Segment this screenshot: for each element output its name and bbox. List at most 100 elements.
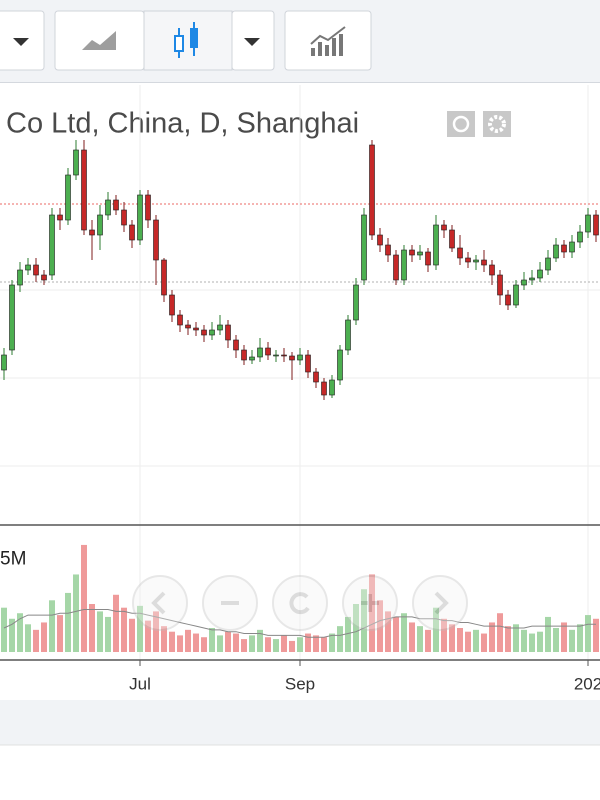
volume-bar bbox=[441, 618, 447, 652]
candle-body bbox=[529, 277, 535, 281]
volume-bar bbox=[33, 629, 39, 652]
volume-bar bbox=[417, 626, 423, 652]
volume-bar bbox=[105, 616, 111, 652]
volume-bar bbox=[65, 592, 71, 652]
volume-bar bbox=[345, 616, 351, 652]
volume-bar bbox=[161, 626, 167, 652]
dropdown-button[interactable] bbox=[0, 10, 45, 71]
candle-body bbox=[145, 194, 151, 221]
candle-body bbox=[201, 329, 207, 336]
volume-bar bbox=[97, 611, 103, 652]
candle-body bbox=[337, 349, 343, 381]
volume-bar bbox=[401, 613, 407, 652]
candle-body bbox=[1, 354, 7, 371]
volume-bar bbox=[449, 624, 455, 652]
volume-bar bbox=[153, 611, 159, 652]
candle-body bbox=[521, 279, 527, 286]
candle-body bbox=[593, 214, 599, 236]
volume-bar bbox=[169, 631, 175, 652]
candle-body bbox=[353, 284, 359, 321]
volume-bar bbox=[377, 600, 383, 652]
candle-body bbox=[65, 174, 71, 221]
volume-bar bbox=[129, 618, 135, 652]
volume-bar bbox=[425, 629, 431, 652]
volume-bar bbox=[297, 637, 303, 652]
candle-body bbox=[233, 339, 239, 351]
volume-bar bbox=[201, 637, 207, 652]
candle-body bbox=[225, 324, 231, 341]
candle-body bbox=[41, 274, 47, 281]
volume-bar bbox=[9, 618, 15, 652]
candle-body bbox=[9, 284, 15, 351]
volume-bar bbox=[489, 622, 495, 652]
volume-bar bbox=[289, 640, 295, 652]
candle-body bbox=[497, 274, 503, 296]
candle-body bbox=[569, 241, 575, 253]
candle-body bbox=[585, 214, 591, 233]
volume-bar bbox=[513, 624, 519, 652]
candle-body bbox=[377, 234, 383, 246]
candle-body bbox=[121, 209, 127, 226]
nav-circle bbox=[132, 575, 188, 631]
volume-bar bbox=[361, 589, 367, 652]
volume-bar bbox=[497, 613, 503, 652]
candle-button[interactable] bbox=[143, 10, 233, 71]
indicators-button[interactable] bbox=[284, 10, 372, 71]
nav-icon bbox=[289, 592, 310, 615]
candle-body bbox=[33, 264, 39, 276]
volume-bar bbox=[137, 605, 143, 652]
volume-bar bbox=[353, 604, 359, 652]
candle-body bbox=[449, 229, 455, 249]
candle-body bbox=[281, 354, 287, 357]
volume-bar bbox=[145, 620, 151, 652]
chart-type-dropdown[interactable] bbox=[231, 10, 275, 71]
volume-bar bbox=[17, 613, 23, 652]
volume-bar bbox=[537, 631, 543, 652]
volume-bar bbox=[209, 628, 215, 652]
volume-bar bbox=[57, 615, 63, 652]
candle-body bbox=[393, 254, 399, 281]
nav-circle bbox=[272, 575, 328, 631]
visibility-icon[interactable] bbox=[447, 111, 475, 137]
scroll-left[interactable] bbox=[132, 575, 188, 631]
candle-body bbox=[441, 224, 447, 231]
volume-bar bbox=[433, 607, 439, 652]
volume-bar bbox=[505, 626, 511, 652]
candle-body bbox=[97, 214, 103, 236]
candle-body bbox=[329, 379, 335, 396]
candle-body bbox=[545, 257, 551, 271]
candle-body bbox=[297, 354, 303, 361]
volume-bar bbox=[185, 629, 191, 652]
x-tick-label: 202 bbox=[574, 674, 600, 693]
line-chart-button[interactable] bbox=[54, 10, 145, 71]
candle-body bbox=[385, 244, 391, 256]
volume-bar bbox=[473, 629, 479, 652]
x-tick-label: Jul bbox=[129, 674, 151, 693]
volume-bar bbox=[121, 607, 127, 652]
settings-icon[interactable] bbox=[483, 111, 511, 137]
candle-body bbox=[561, 244, 567, 253]
volume-bar bbox=[369, 574, 375, 652]
icon-body bbox=[174, 35, 184, 52]
volume-bar bbox=[177, 635, 183, 652]
volume-bar bbox=[25, 624, 31, 652]
volume-bar bbox=[561, 622, 567, 652]
reset[interactable] bbox=[272, 575, 328, 631]
scroll-right[interactable] bbox=[412, 575, 468, 631]
zoom-out[interactable] bbox=[202, 575, 258, 631]
candle-body bbox=[489, 264, 495, 276]
candle-body bbox=[417, 251, 423, 256]
volume-bar bbox=[89, 604, 95, 652]
volume-bar bbox=[529, 633, 535, 652]
volume-bar bbox=[577, 624, 583, 652]
volume-bar bbox=[521, 629, 527, 652]
volume-bar bbox=[409, 622, 415, 652]
volume-bar bbox=[393, 616, 399, 652]
candle-body bbox=[273, 354, 279, 357]
candle-body bbox=[249, 356, 255, 361]
zoom-in[interactable] bbox=[342, 575, 398, 631]
volume-bar bbox=[321, 637, 327, 652]
candle-body bbox=[241, 349, 247, 361]
candle-body bbox=[257, 347, 263, 358]
